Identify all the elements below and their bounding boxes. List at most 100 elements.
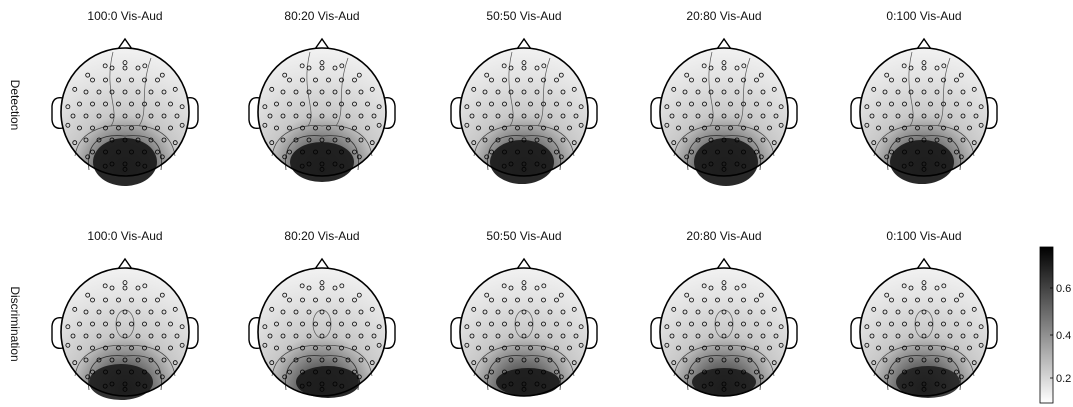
electrode [541,77,546,83]
electrode [142,383,148,389]
electrode [332,357,338,363]
electrode [148,357,154,363]
electrode [541,283,547,289]
electrode [293,309,299,315]
electrode [142,283,148,289]
electrode [771,306,777,312]
contour-line [708,51,751,127]
electrode [941,369,946,375]
electrode [155,101,160,107]
electrode [528,149,533,155]
electrode [515,297,520,303]
electrode [902,77,907,83]
map-title: 20:80 Vis-Aud [686,9,761,23]
electrode [864,122,870,128]
electrode [116,297,121,303]
electrode [482,137,488,143]
electrode [967,321,972,327]
electrode [682,357,688,363]
left-ear [450,96,463,130]
electrode [129,101,134,107]
electrode [684,154,690,160]
electrode [741,63,747,69]
electrode [77,345,82,351]
electrode [502,149,507,155]
electrode [728,77,733,83]
electrode [65,104,71,110]
electrode [168,125,173,131]
electrode [534,309,540,315]
electrode [728,149,733,155]
electrode [560,89,566,95]
electrode [664,324,670,330]
electrode [358,89,364,95]
electrode [967,125,972,131]
electrode [571,86,577,92]
electrode [876,101,881,107]
electrode [287,77,292,83]
electrode [515,369,520,375]
electrode [521,333,527,339]
electrode [754,149,759,155]
electrode [476,345,481,351]
electrode [339,101,344,107]
electrode [521,386,527,392]
electrode [876,321,881,327]
electrode [747,357,753,363]
electrode [484,72,490,78]
electrode [689,149,694,155]
contour-line [88,135,162,171]
nose [117,257,133,270]
electrode [689,101,694,107]
electrode [502,125,507,131]
electrode [960,357,966,363]
electrode [508,137,514,143]
map-title: 50:50 Vis-Aud [486,9,561,23]
electrode [547,89,553,95]
electrode [70,333,76,339]
electrode [689,125,694,131]
electrode [741,297,746,303]
electrode [293,333,299,339]
electrode [671,86,677,92]
electrode [869,113,875,119]
electrode [502,297,507,303]
electrode [928,101,933,107]
electrode [721,381,727,387]
electrode [502,77,507,83]
electrode [708,381,714,387]
electrode [501,383,507,389]
electrode [882,333,888,339]
electrode [915,297,920,303]
electrode [313,149,318,155]
electrode [90,101,95,107]
electrode [960,333,966,339]
electrode [515,77,520,83]
electrode [573,113,579,119]
electrode [159,292,165,298]
electrode [773,113,779,119]
electrode [482,89,488,95]
electrode [758,292,764,298]
electrode [941,63,947,69]
scalp-map-1-1: 80:20 Vis-Aud [248,229,396,398]
electrode [871,140,877,146]
electrode [541,321,546,327]
electrode [109,113,115,119]
electrode [306,309,312,315]
electrode [376,122,382,128]
electrode [941,345,946,351]
electrode [908,113,914,119]
electrode [83,137,89,143]
electrode [889,77,894,83]
electrode [958,154,964,160]
electrode [102,383,108,389]
electrode [85,374,91,380]
electrode [689,77,694,83]
electrode [754,125,759,131]
electrode [741,125,746,131]
electrode [122,285,128,291]
electrode [760,137,766,143]
contour-line [473,345,575,377]
